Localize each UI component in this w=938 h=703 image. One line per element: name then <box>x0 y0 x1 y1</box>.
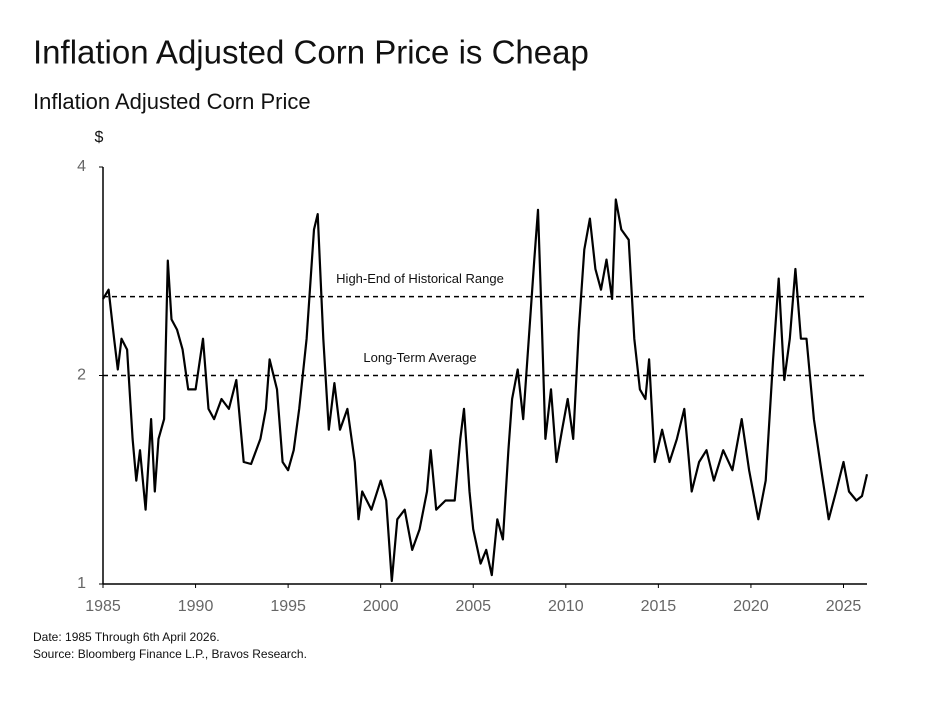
x-tick-label: 2020 <box>733 598 769 615</box>
chart-title: Inflation Adjusted Corn Price is Cheap <box>33 34 589 71</box>
y-tick-label: 1 <box>77 575 86 592</box>
chart-subtitle: Inflation Adjusted Corn Price <box>33 89 311 114</box>
reference-label: Long-Term Average <box>363 349 477 365</box>
note: Source: Bloomberg Finance L.P., Bravos R… <box>33 647 307 661</box>
x-tick-label: 2025 <box>826 598 862 615</box>
note: Date: 1985 Through 6th April 2026. <box>33 630 220 644</box>
x-tick-label: 2000 <box>363 598 399 615</box>
x-tick-label: 2015 <box>641 598 677 615</box>
price-line <box>102 198 869 583</box>
y-unit: $ <box>95 129 104 146</box>
y-tick-label: 4 <box>77 158 86 175</box>
x-tick-label: 2005 <box>455 598 491 615</box>
x-tick-label: 1990 <box>178 598 214 615</box>
x-tick-label: 1995 <box>270 598 306 615</box>
x-tick-label: 1985 <box>85 598 121 615</box>
x-tick-label: 2010 <box>548 598 584 615</box>
reference-label: High-End of Historical Range <box>336 270 504 286</box>
y-tick-label: 2 <box>77 367 86 384</box>
